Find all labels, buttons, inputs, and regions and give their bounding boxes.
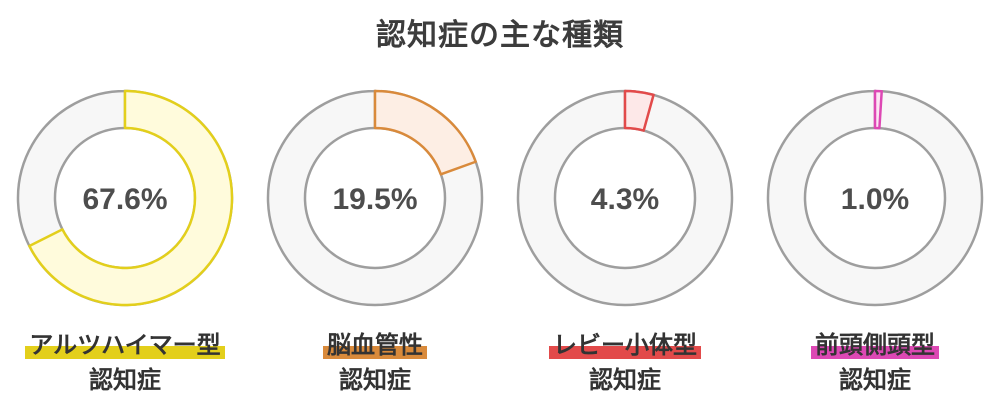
type-name-4: 前頭側頭型 [815,331,935,359]
donut-segment-3 [623,89,655,132]
donut-ring-4 [766,89,984,307]
sub-label-2: 認知症 [339,366,411,394]
label-highlight-3 [549,346,701,359]
type-label-3: レビー小体型 [549,330,701,360]
sub-label-1: 認知症 [89,366,161,394]
label-block-1: アルツハイマー型 認知症 [0,330,250,396]
value-label-4: 1.0% [841,183,909,216]
label-block-4: 前頭側頭型 認知症 [750,330,1000,396]
type-label-2: 脳血管性 [323,330,427,360]
value-label-2: 19.5% [332,183,417,216]
value-label-3: 4.3% [591,183,659,216]
sub-label-3: 認知症 [589,366,661,394]
label-highlight-1 [25,346,225,359]
type-name-3: レビー小体型 [553,331,697,359]
label-block-2: 脳血管性 認知症 [250,330,500,396]
donut-ring-3 [516,89,734,307]
chart-title: 認知症の主な種類 [376,18,624,53]
donut-segment-1 [28,89,234,307]
label-highlight-4 [811,346,939,359]
label-highlight-2 [323,346,427,359]
value-label-1: 67.6% [82,183,167,216]
type-name-2: 脳血管性 [327,331,423,359]
type-name-1: アルツハイマー型 [29,331,221,359]
donut-segment-2 [373,89,477,176]
donut-charts: 67.6% 19.5% 4.3% 1.0% [16,89,984,307]
type-label-1: アルツハイマー型 [25,330,225,360]
sub-label-4: 認知症 [839,366,911,394]
label-block-3: レビー小体型 認知症 [500,330,750,396]
type-label-4: 前頭側頭型 [811,330,939,360]
donut-segment-4 [873,89,883,130]
